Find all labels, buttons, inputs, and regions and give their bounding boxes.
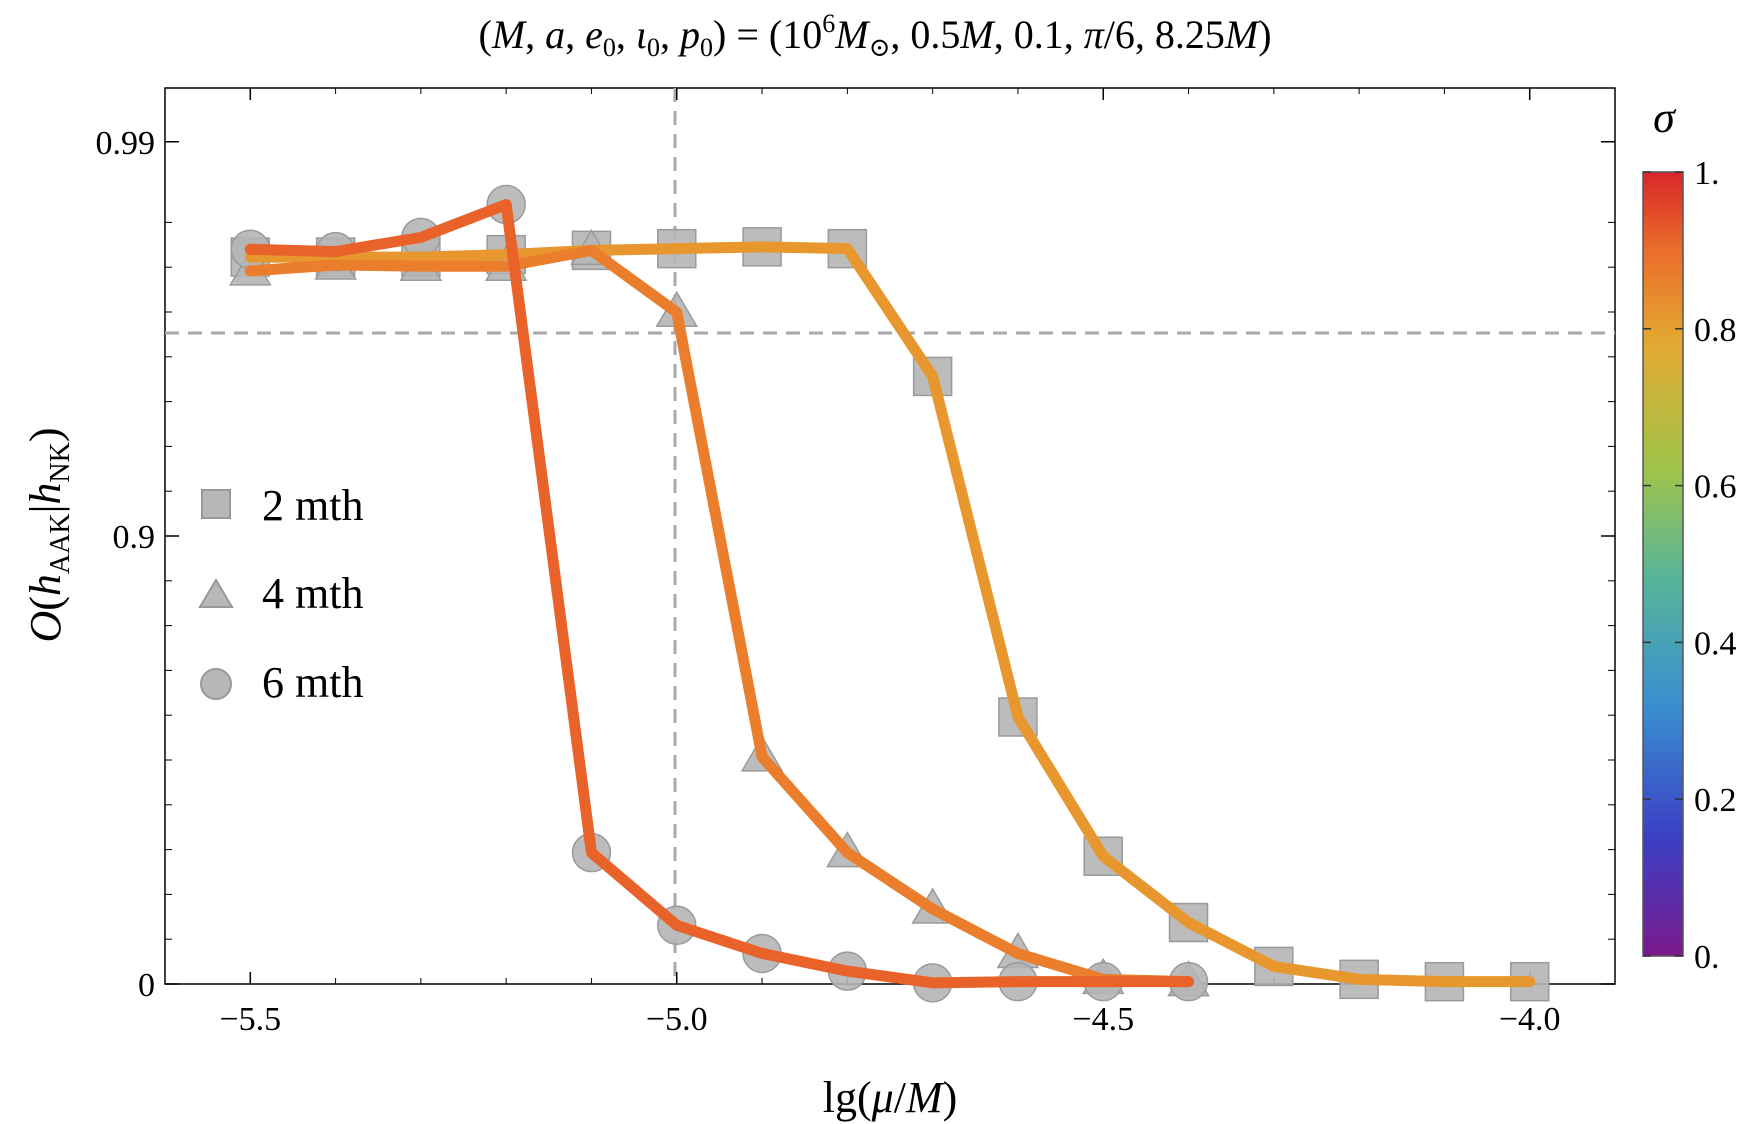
series-line-square xyxy=(244,241,1536,988)
colorbar-label: σ xyxy=(1653,93,1677,142)
colorbar-tick-label: 0. xyxy=(1694,939,1720,976)
series-line-triangle xyxy=(244,244,1195,988)
y-tick-label: 0.99 xyxy=(96,125,156,162)
x-tick-label: −5.0 xyxy=(646,1001,708,1038)
legend-circle-marker xyxy=(200,668,232,700)
colorbar-ticks: 0. 0.2 0.4 0.6 0.8 1. xyxy=(1643,155,1737,976)
series-lines xyxy=(244,198,1536,989)
colorbar-tick-label: 0.2 xyxy=(1694,782,1737,819)
y-axis-label: O(hAAK|hNK) xyxy=(21,427,76,642)
x-axis-ticks: −5.5 −5.0 −4.5 −4.0 xyxy=(164,88,1616,1038)
legend: 2 mth 4 mth 6 mth xyxy=(198,481,363,707)
x-tick-label: −5.5 xyxy=(219,1001,281,1038)
x-axis-label: lg(μ/M) xyxy=(823,1073,958,1122)
y-axis-ticks: 0 0.9 0.99 xyxy=(96,125,1615,1004)
y-tick-label: 0 xyxy=(138,967,155,1004)
series-line-circle xyxy=(244,198,1195,989)
colorbar-tick-label: 0.6 xyxy=(1694,469,1737,506)
colorbar-gradient xyxy=(1642,171,1684,957)
series-markers-triangle xyxy=(228,228,1210,997)
legend-label-4mth: 4 mth xyxy=(262,569,363,618)
legend-triangle-marker xyxy=(198,578,234,608)
colorbar: σ 0. 0.2 0.4 0.6 0.8 1. xyxy=(1642,93,1737,976)
colorbar-tick-label: 0.4 xyxy=(1694,625,1737,662)
series-layer xyxy=(228,184,1550,1003)
legend-label-6mth: 6 mth xyxy=(262,658,363,707)
legend-label-2mth: 2 mth xyxy=(262,481,363,530)
series-markers-circle xyxy=(230,184,1209,1003)
colorbar-tick-label: 1. xyxy=(1694,155,1720,192)
chart-title: (M, a, e0, ι0, p0) = (106M⊙, 0.5M, 0.1, … xyxy=(478,9,1271,62)
plot-frame xyxy=(164,87,1616,985)
x-tick-label: −4.0 xyxy=(1499,1001,1561,1038)
x-tick-label: −4.5 xyxy=(1072,1001,1134,1038)
y-tick-label: 0.9 xyxy=(113,519,156,556)
colorbar-tick-label: 0.8 xyxy=(1694,312,1737,349)
legend-square-marker xyxy=(201,489,231,519)
